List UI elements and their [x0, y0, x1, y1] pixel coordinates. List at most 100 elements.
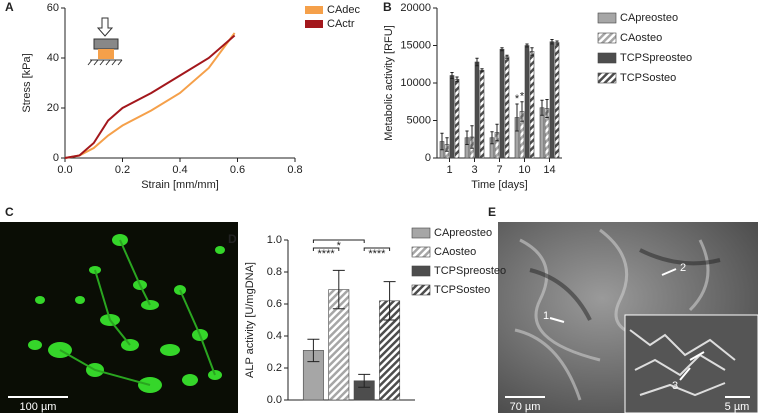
error-bar [525, 43, 529, 48]
legend-label: CActr [327, 18, 355, 30]
legend-label: CAosteo [620, 32, 662, 44]
error-bar [555, 40, 559, 45]
error-bar [545, 99, 549, 118]
error-bar [530, 47, 534, 56]
y-tick-label: 20000 [400, 2, 431, 14]
bar [474, 61, 480, 159]
x-tick-label: 0.6 [230, 164, 245, 176]
significance-bracket [312, 239, 365, 243]
bar [554, 42, 560, 159]
bar [549, 41, 555, 159]
significance-label: * [337, 240, 342, 252]
legend-swatch [597, 32, 617, 44]
y-tick-label: 15000 [400, 39, 431, 51]
significance-bracket [363, 247, 391, 251]
legend-label: CAosteo [434, 246, 476, 258]
scale-bar-label: 5 µm [725, 401, 750, 413]
y-tick-label: 5000 [407, 114, 431, 126]
legend-swatch [305, 6, 323, 14]
legend-label: TCPSpreosteo [620, 52, 692, 64]
error-bar [490, 131, 494, 145]
legend-swatch [597, 72, 617, 84]
bar [529, 51, 535, 159]
x-axis-label: Strain [mm/mm] [141, 179, 219, 191]
x-tick-label: 0.4 [172, 164, 187, 176]
legend-swatch [411, 246, 431, 258]
error-bar [475, 57, 479, 67]
error-bar [480, 68, 484, 73]
x-tick-label: 0.2 [115, 164, 130, 176]
compression-icon [87, 17, 123, 66]
error-bar [332, 269, 345, 310]
error-bar [455, 76, 459, 82]
error-bar [450, 72, 454, 79]
panel-label: C [5, 205, 14, 219]
error-bar [307, 338, 320, 363]
y-tick-label: 0.2 [267, 362, 282, 374]
error-bar [520, 101, 524, 122]
annotation: * [520, 91, 525, 103]
legend-swatch [597, 12, 617, 24]
legend-swatch [305, 20, 323, 28]
y-tick-label: 0.0 [267, 394, 282, 406]
error-bar [550, 39, 554, 45]
x-tick-label: 10 [518, 164, 530, 176]
error-bar [470, 125, 474, 149]
y-axis-label: ALP activity [U/mgDNA] [244, 262, 256, 378]
error-bar [445, 137, 449, 152]
x-axis-label: Time [days] [471, 179, 527, 191]
legend-label: CApreosteo [620, 12, 678, 24]
y-tick-label: 20 [47, 102, 59, 114]
y-axis-label: Stress [kPa] [21, 53, 33, 112]
error-bar [465, 130, 469, 145]
scale-bar-label: 100 µm [20, 401, 57, 413]
y-tick-label: 0.4 [267, 330, 282, 342]
y-tick-label: 0 [425, 152, 431, 164]
arrow-label: 2 [680, 262, 686, 274]
legend-swatch [411, 284, 431, 296]
y-tick-label: 40 [47, 52, 59, 64]
panel-label: E [488, 205, 496, 219]
bar [524, 45, 530, 159]
error-bar [540, 99, 544, 116]
x-tick-label: 0.8 [287, 164, 302, 176]
bar [479, 69, 485, 159]
annotation: * [515, 93, 520, 105]
x-tick-label: 14 [543, 164, 555, 176]
y-tick-label: 0.8 [267, 266, 282, 278]
fluorescence-image [0, 222, 238, 413]
error-bar [383, 281, 396, 321]
legend-swatch [411, 265, 431, 277]
x-tick-label: 3 [471, 164, 477, 176]
significance-bracket [312, 247, 340, 251]
legend-swatch [411, 227, 431, 239]
legend-swatch [597, 52, 617, 64]
error-bar [495, 123, 499, 142]
legend-label: TCPSosteo [434, 284, 490, 296]
x-tick-label: 7 [496, 164, 502, 176]
bar [504, 56, 510, 159]
bar [499, 48, 505, 159]
error-bar [440, 132, 444, 151]
panel-label: D [228, 232, 237, 246]
y-tick-label: 0 [53, 152, 59, 164]
x-tick-label: 1 [446, 164, 452, 176]
bar [449, 75, 455, 159]
scale-bar-label: 70 µm [510, 401, 541, 413]
legend-label: TCPSpreosteo [434, 265, 506, 277]
sem-image [498, 222, 758, 413]
y-axis-label: Metabolic activity [RFU] [383, 25, 395, 141]
significance-label: **** [318, 248, 336, 260]
line [64, 32, 236, 159]
error-bar [358, 373, 371, 388]
legend-label: TCPSosteo [620, 72, 676, 84]
error-bar [515, 103, 519, 132]
y-tick-label: 1.0 [267, 234, 282, 246]
line [64, 34, 236, 159]
y-tick-label: 10000 [400, 77, 431, 89]
legend-label: CApreosteo [434, 227, 492, 239]
panel-label: B [383, 0, 392, 14]
y-tick-label: 60 [47, 2, 59, 14]
arrow-label: 3 [672, 380, 678, 392]
